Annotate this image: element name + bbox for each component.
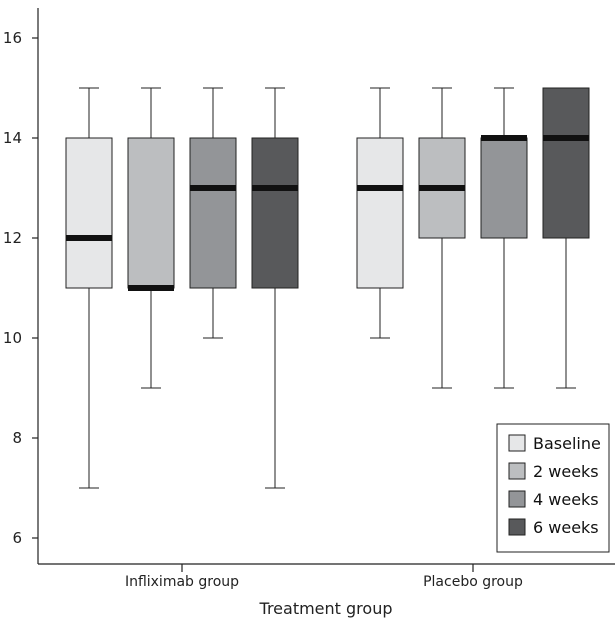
- median-line: [252, 185, 298, 191]
- box-iqr: [65, 137, 113, 289]
- y-tick-label: 16: [3, 29, 22, 47]
- median-line: [543, 135, 589, 141]
- median-line: [419, 185, 465, 191]
- plot-area: [65, 87, 590, 489]
- legend-label: Baseline: [533, 434, 601, 453]
- y-tick-label: 12: [3, 229, 22, 247]
- box-4-weeks: [480, 87, 528, 389]
- x-tick-label: Placebo group: [423, 574, 523, 590]
- median-line: [357, 185, 403, 191]
- box-6-weeks: [542, 87, 590, 389]
- box-4-weeks: [189, 87, 237, 339]
- legend-swatch: [508, 462, 526, 480]
- legend-label: 6 weeks: [533, 518, 599, 537]
- box-2-weeks: [127, 87, 175, 389]
- box-iqr: [542, 87, 590, 239]
- legend-label: 4 weeks: [533, 490, 599, 509]
- box-iqr: [251, 137, 299, 289]
- box-iqr: [356, 137, 404, 289]
- box-iqr: [127, 137, 175, 289]
- legend-swatch: [508, 490, 526, 508]
- box-iqr: [189, 137, 237, 289]
- legend: Baseline 2 weeks 4 weeks 6 weeks: [496, 423, 610, 553]
- legend-swatch: [508, 518, 526, 536]
- box-2-weeks: [418, 87, 466, 389]
- axes: 6 8 10 12 14 16 Infliximab group Placebo group: [3, 8, 615, 590]
- y-tick-label: 14: [3, 129, 22, 147]
- box-iqr: [480, 137, 528, 239]
- x-tick-label: Infliximab group: [125, 574, 239, 590]
- median-line: [481, 135, 527, 141]
- y-tick-label: 10: [3, 329, 22, 347]
- box-baseline: [356, 87, 404, 339]
- median-line: [66, 235, 112, 241]
- y-tick-label: 8: [12, 429, 22, 447]
- box-baseline: [65, 87, 113, 489]
- median-line: [128, 285, 174, 291]
- median-line: [190, 185, 236, 191]
- legend-swatch: [508, 434, 526, 452]
- legend-label: 2 weeks: [533, 462, 599, 481]
- box-6-weeks: [251, 87, 299, 489]
- y-tick-label: 6: [12, 529, 22, 547]
- x-axis-title: Treatment group: [259, 599, 393, 618]
